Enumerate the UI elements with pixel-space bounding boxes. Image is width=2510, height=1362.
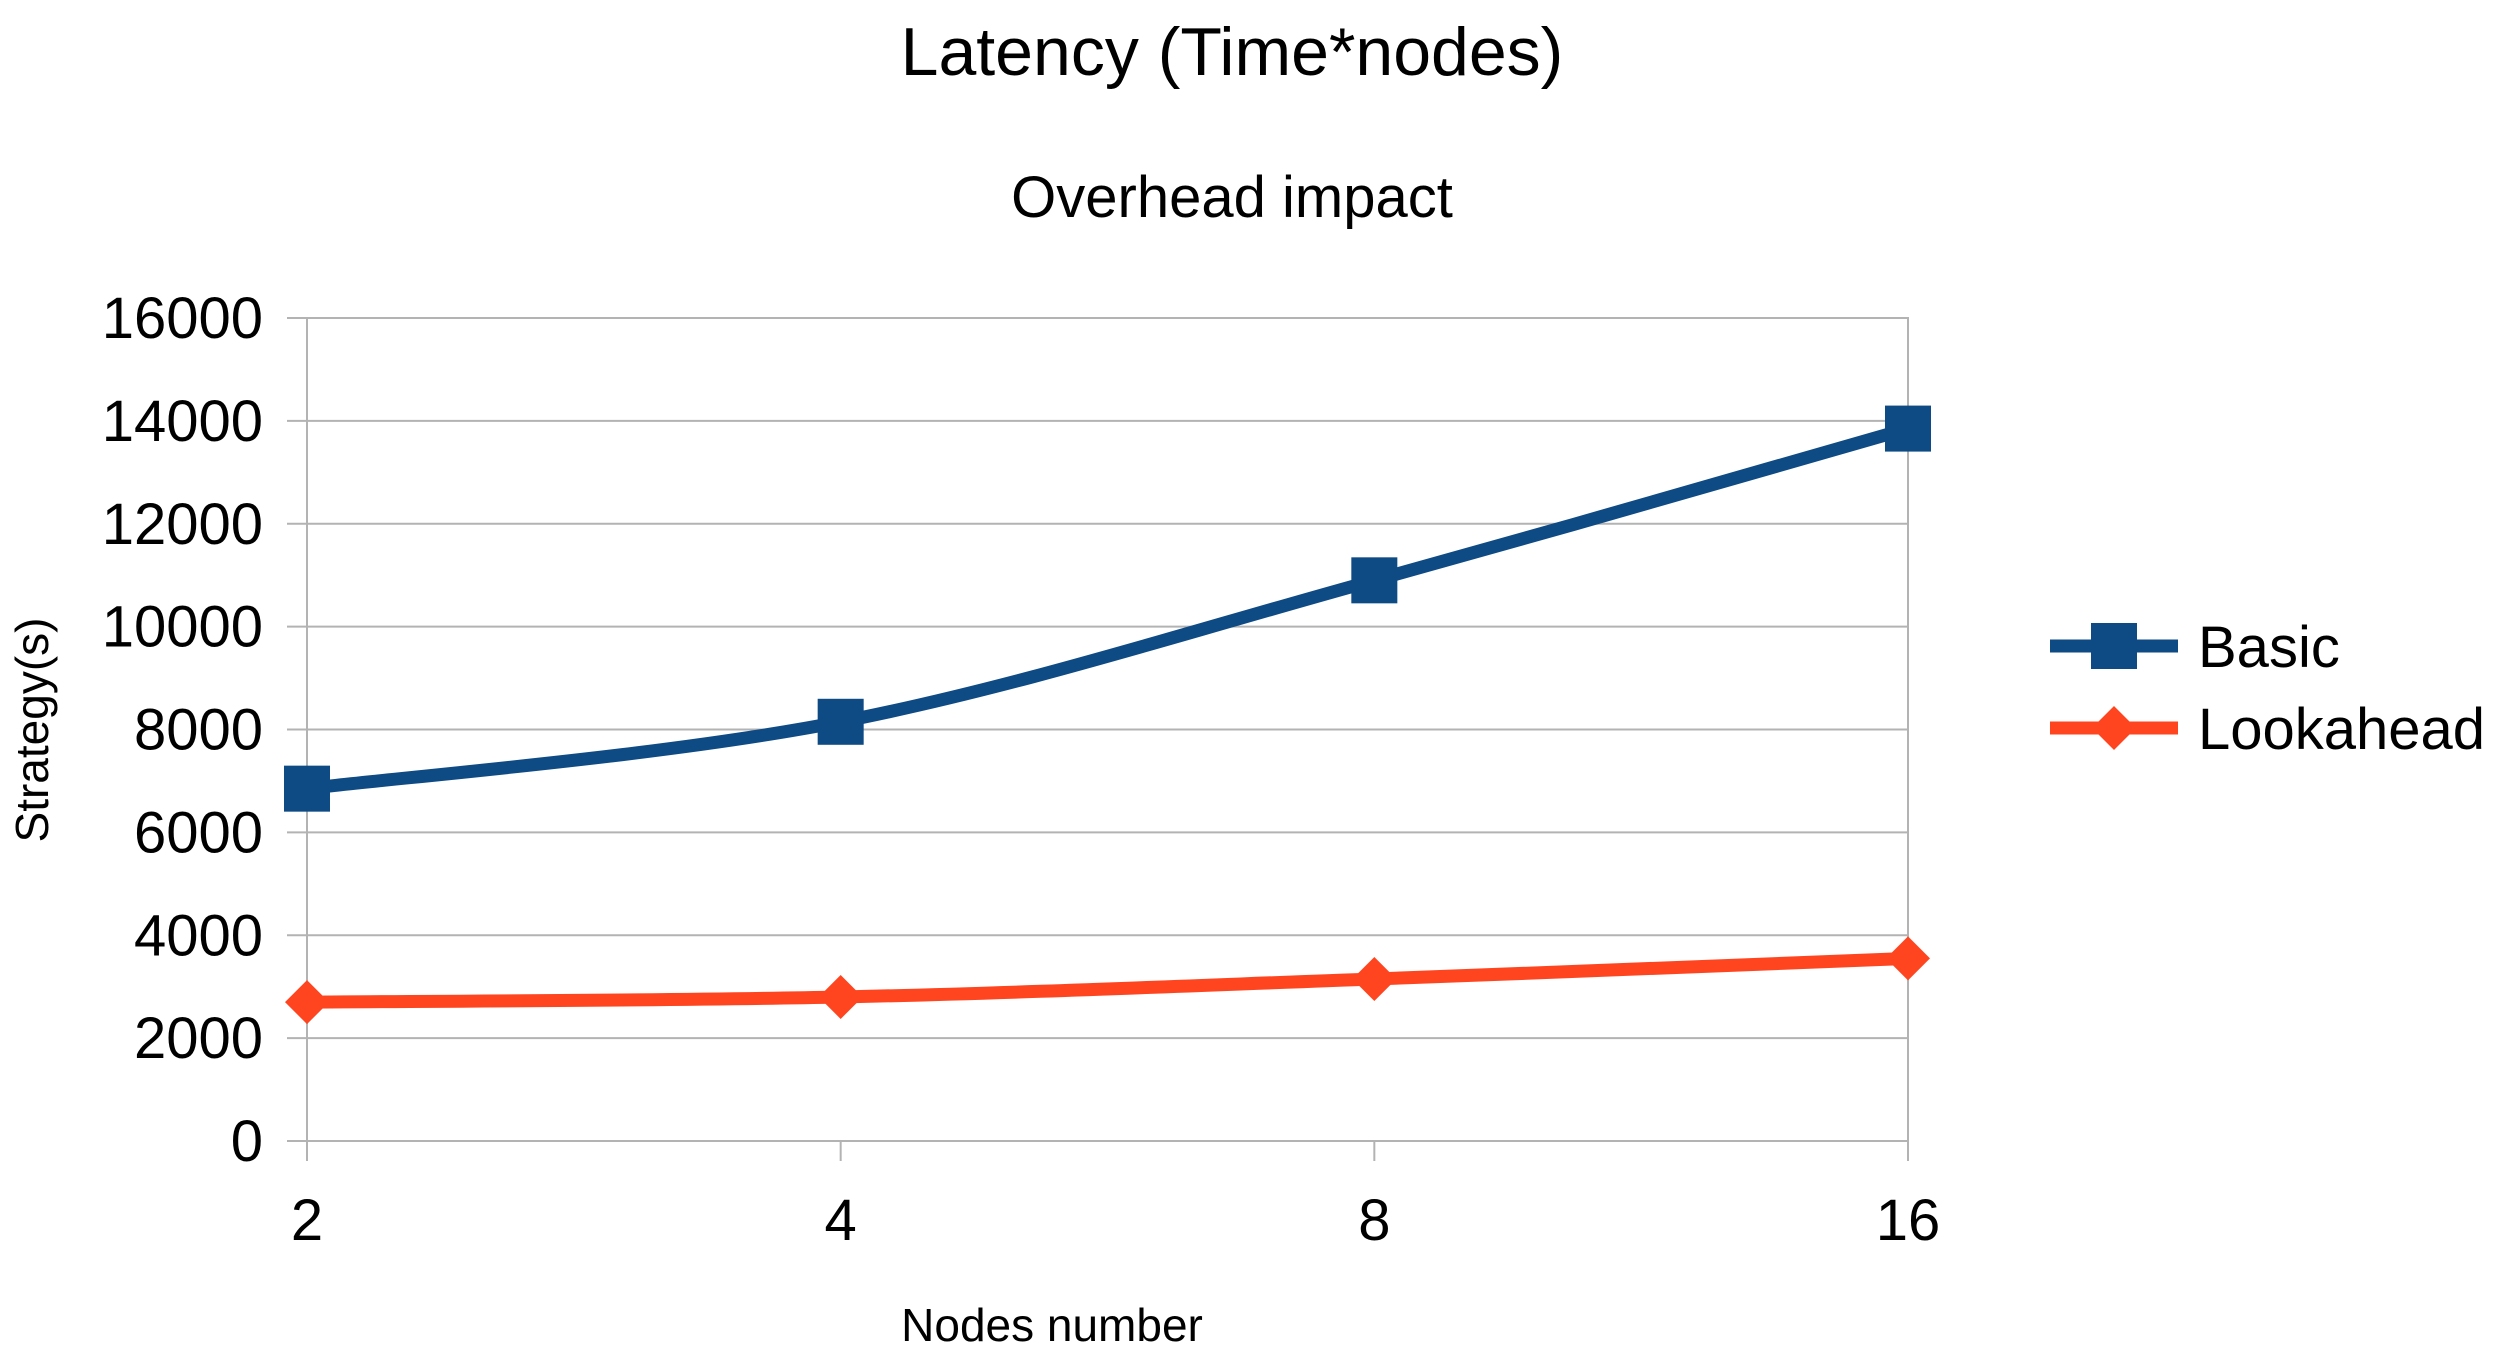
y-tick-label: 8000 bbox=[134, 698, 263, 763]
y-tick-label: 0 bbox=[231, 1109, 263, 1174]
data-point-lookahead bbox=[818, 974, 863, 1019]
x-axis-label: Nodes number bbox=[901, 1299, 1203, 1351]
data-point-basic bbox=[817, 698, 864, 745]
data-point-basic bbox=[1351, 557, 1398, 604]
data-point-lookahead bbox=[285, 980, 329, 1025]
legend-marker-basic bbox=[2091, 623, 2137, 669]
y-ticks: 0 2000 4000 6000 8000 10000 12000 14000 16000 bbox=[102, 286, 307, 1174]
series-line-basic bbox=[300, 422, 1915, 796]
series-group bbox=[284, 405, 1931, 1025]
chart-title: Latency (Time*nodes) bbox=[901, 14, 1564, 90]
grid-lines bbox=[307, 419, 1908, 1040]
data-point-basic bbox=[1885, 405, 1931, 452]
chart-subtitle: Overhead impact bbox=[1011, 165, 1453, 230]
y-tick-label: 2000 bbox=[134, 1006, 263, 1071]
y-tick-label: 12000 bbox=[102, 492, 263, 557]
data-point-basic bbox=[284, 765, 330, 812]
data-point-lookahead bbox=[1352, 956, 1397, 1001]
data-point-lookahead bbox=[1886, 936, 1930, 981]
y-tick-label: 6000 bbox=[134, 800, 263, 865]
series-line-lookahead bbox=[300, 951, 1915, 1009]
legend-marker-lookahead bbox=[2092, 706, 2136, 750]
y-tick-label: 16000 bbox=[102, 286, 263, 351]
y-tick-label: 14000 bbox=[102, 389, 263, 454]
x-ticks: 2 4 8 16 bbox=[291, 1141, 1940, 1253]
y-axis-label: Strategy(s) bbox=[6, 618, 58, 843]
legend-label-lookahead: Lookahead bbox=[2198, 697, 2485, 762]
legend-label-basic: Basic bbox=[2198, 615, 2340, 680]
x-tick-label: 2 bbox=[291, 1188, 323, 1253]
legend: Basic Lookahead bbox=[2050, 615, 2485, 762]
x-tick-label: 16 bbox=[1876, 1188, 1941, 1253]
x-tick-label: 4 bbox=[825, 1188, 857, 1253]
y-tick-label: 4000 bbox=[134, 903, 263, 968]
x-tick-label: 8 bbox=[1358, 1188, 1390, 1253]
y-tick-label: 10000 bbox=[102, 595, 263, 660]
